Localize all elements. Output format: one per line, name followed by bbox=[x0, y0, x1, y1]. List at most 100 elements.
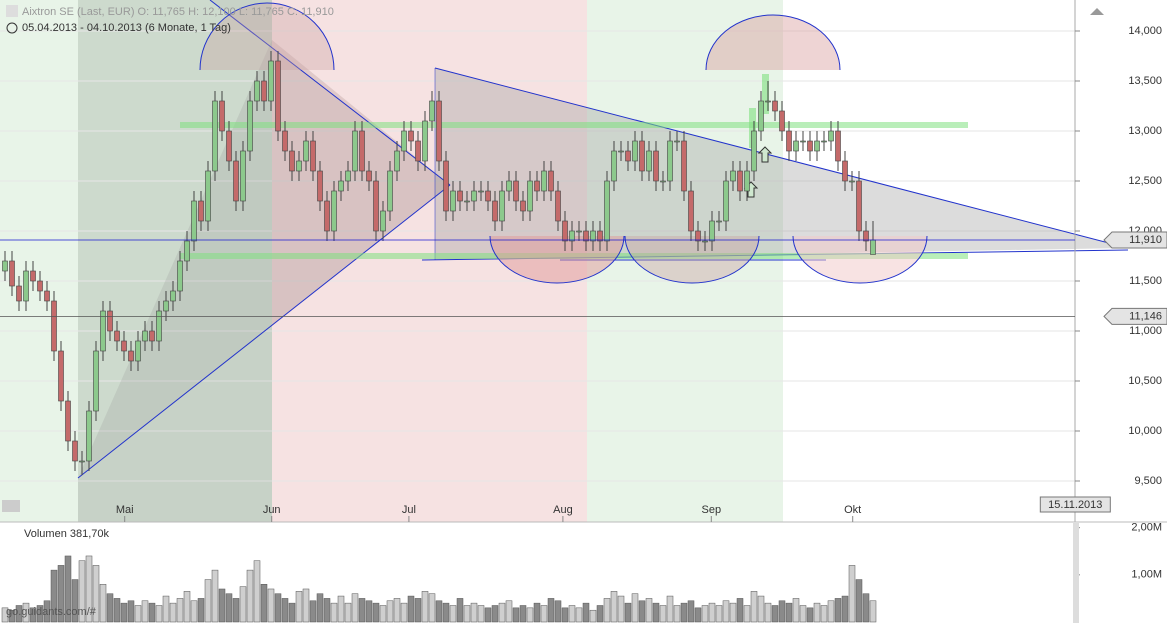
volume-bar bbox=[848, 565, 856, 623]
volume-bar bbox=[113, 598, 121, 623]
candle-body bbox=[667, 140, 673, 182]
candle-body bbox=[800, 140, 806, 143]
volume-bar bbox=[771, 605, 779, 623]
candle-body bbox=[793, 140, 799, 152]
volume-bar bbox=[428, 593, 436, 623]
volume-bar bbox=[603, 598, 611, 623]
volume-bar bbox=[190, 600, 198, 623]
icon bbox=[6, 5, 18, 17]
wedge-shade bbox=[78, 0, 450, 522]
candle-body bbox=[2, 260, 8, 272]
volume-bar bbox=[498, 602, 506, 623]
candle-body bbox=[471, 190, 477, 202]
arrow-up bbox=[757, 146, 773, 163]
volume-bar bbox=[813, 602, 821, 623]
volume-bar bbox=[463, 605, 471, 623]
volume-bar bbox=[22, 602, 30, 623]
volume-bar bbox=[78, 560, 86, 623]
volume-bar bbox=[638, 600, 646, 623]
volume-bar bbox=[596, 605, 604, 623]
volume-bar bbox=[470, 602, 478, 623]
y-tick-label: 11,000 bbox=[1129, 325, 1162, 337]
volume-bar bbox=[547, 598, 555, 623]
candle-body bbox=[541, 170, 547, 192]
volume-bar bbox=[729, 602, 737, 623]
volume-bar bbox=[645, 598, 653, 623]
candle-body bbox=[569, 230, 575, 242]
volume-bar bbox=[505, 600, 513, 623]
volume-bar bbox=[274, 593, 282, 623]
candle-body bbox=[443, 160, 449, 212]
candle-body bbox=[478, 190, 484, 193]
candle-body bbox=[212, 100, 218, 172]
candle-body bbox=[632, 140, 638, 162]
arc-fill bbox=[706, 15, 840, 70]
volume-bar bbox=[687, 600, 695, 623]
collapse-icon[interactable] bbox=[1090, 8, 1104, 15]
trend-line bbox=[434, 67, 1129, 249]
candle-body bbox=[842, 160, 848, 182]
volume-bar bbox=[43, 600, 51, 623]
candle-body bbox=[408, 130, 414, 142]
candle-body bbox=[135, 340, 141, 362]
candle-body bbox=[660, 180, 666, 183]
candle-body bbox=[191, 200, 197, 242]
volume-bar bbox=[778, 600, 786, 623]
volume-bar bbox=[841, 595, 849, 623]
volume-bar bbox=[337, 595, 345, 623]
candle-body bbox=[268, 60, 274, 102]
volume-bar bbox=[526, 607, 534, 623]
volume-bar bbox=[225, 593, 233, 623]
volume-bar bbox=[554, 600, 562, 623]
candle-body bbox=[142, 330, 148, 342]
volume-bar bbox=[715, 605, 723, 623]
candle-body bbox=[128, 350, 134, 362]
volume-bar bbox=[855, 579, 863, 623]
volume-bar bbox=[379, 605, 387, 623]
volume-bar bbox=[29, 607, 37, 623]
volume-bar bbox=[820, 605, 828, 623]
candle-body bbox=[65, 400, 71, 442]
volume-bar bbox=[785, 602, 793, 623]
volume-bar bbox=[680, 602, 688, 623]
volume-bar bbox=[281, 598, 289, 623]
volume-bar bbox=[582, 602, 590, 623]
candle-body bbox=[688, 190, 694, 232]
volume-bar bbox=[750, 591, 758, 623]
volume-bar bbox=[316, 593, 324, 623]
candle-body bbox=[289, 150, 295, 172]
candle-body bbox=[359, 130, 365, 172]
volume-bar bbox=[148, 602, 156, 623]
volume-bar bbox=[71, 579, 79, 623]
candle-body bbox=[828, 130, 834, 142]
volume-bar bbox=[666, 595, 674, 623]
volume-bar bbox=[50, 569, 58, 623]
volume-bar bbox=[162, 595, 170, 623]
volume-bar bbox=[246, 569, 254, 623]
volume-bar bbox=[85, 555, 93, 623]
candle-body bbox=[177, 260, 183, 292]
zone-green bbox=[587, 0, 783, 522]
volume-bar bbox=[743, 605, 751, 623]
volume-bar bbox=[169, 602, 177, 623]
candle-body bbox=[618, 150, 624, 153]
volume-bar bbox=[351, 593, 359, 623]
scroll-handle[interactable] bbox=[2, 500, 20, 512]
volume-bar bbox=[435, 600, 443, 623]
volume-bar bbox=[232, 598, 240, 623]
y-tick-label: 2,00M bbox=[1131, 522, 1162, 534]
y-tick-label: 1,00M bbox=[1131, 569, 1162, 581]
candle-body bbox=[562, 220, 568, 242]
candle-body bbox=[149, 330, 155, 342]
resistance-band bbox=[180, 122, 968, 128]
candle-body bbox=[44, 290, 50, 302]
candle-body bbox=[394, 150, 400, 172]
volume-bar bbox=[540, 605, 548, 623]
watermark: go.guidants.com/# bbox=[6, 606, 97, 618]
candle-body bbox=[296, 160, 302, 172]
candle-body bbox=[548, 170, 554, 192]
volume-bar bbox=[631, 593, 639, 623]
candle-body bbox=[198, 200, 204, 222]
volume-bar bbox=[610, 591, 618, 623]
volume-bar bbox=[568, 605, 576, 623]
